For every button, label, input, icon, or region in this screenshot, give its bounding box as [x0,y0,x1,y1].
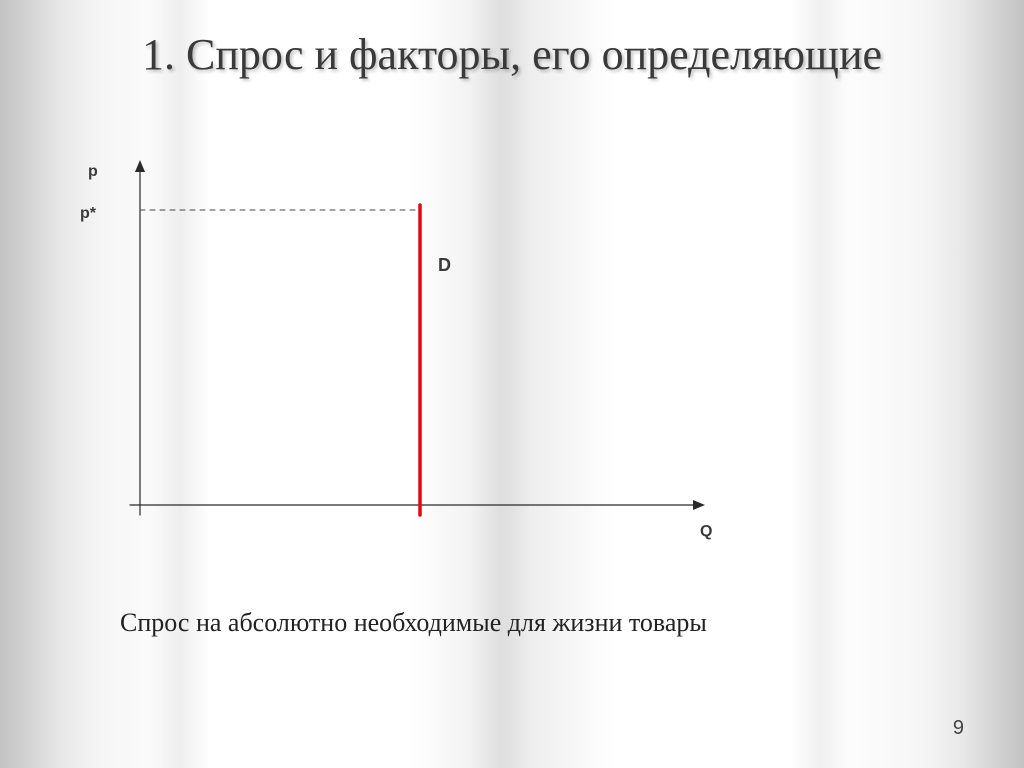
y-axis-label: p [88,163,98,181]
bg-fold [790,0,850,768]
demand-line-label: D [438,255,451,276]
p-star-label: p* [80,205,96,223]
x-axis-label: Q [700,523,712,541]
slide: 1. Спрос и факторы, его определяющие p Q… [0,0,1024,768]
chart-svg [110,155,730,535]
slide-number: 9 [953,717,964,740]
caption: Спрос на абсолютно необходимые для жизни… [120,608,707,638]
slide-title: 1. Спрос и факторы, его определяющие [0,30,1024,81]
demand-chart: p Q p* D [110,155,730,535]
